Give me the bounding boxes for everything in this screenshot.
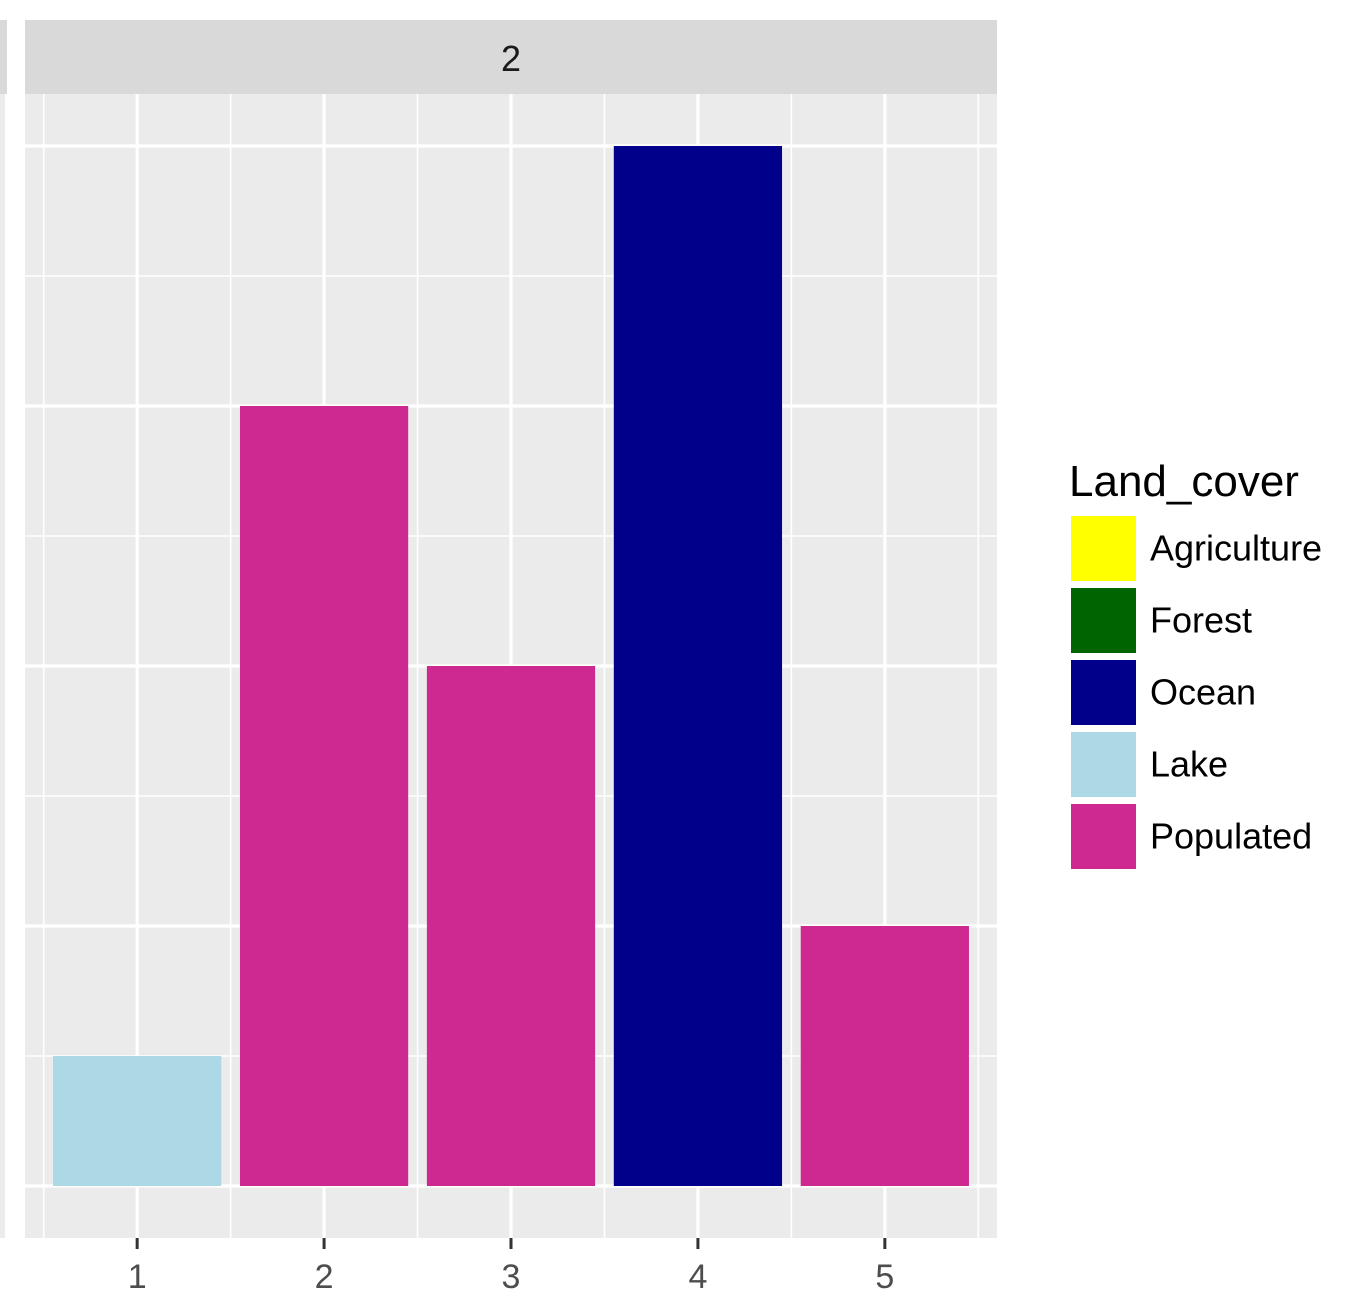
legend-key-lake — [1071, 732, 1136, 797]
legend-label: Populated — [1150, 816, 1312, 857]
x-tick-label: 4 — [688, 1258, 707, 1296]
x-axis: 1 2 3 4 5 — [128, 1238, 894, 1296]
legend-label: Lake — [1150, 744, 1228, 785]
x-tick-label: 3 — [502, 1258, 521, 1296]
x-tick-label: 1 — [128, 1258, 147, 1296]
bar-4 — [613, 146, 783, 1186]
facet-label: 2 — [501, 38, 521, 79]
x-tick-label: 2 — [315, 1258, 334, 1296]
legend-key-populated — [1071, 804, 1136, 869]
legend-key-ocean — [1071, 660, 1136, 725]
bar-1 — [53, 1056, 222, 1186]
legend-label: Forest — [1150, 600, 1252, 641]
legend-title: Land_cover — [1069, 457, 1299, 506]
bar-3 — [426, 666, 596, 1186]
facet-strip: 2 — [25, 20, 997, 94]
legend-label: Agriculture — [1150, 528, 1322, 569]
bar-5 — [800, 926, 969, 1186]
x-tick-label: 5 — [875, 1258, 894, 1296]
legend-label: Ocean — [1150, 672, 1256, 713]
legend: Land_cover Agriculture Forest Ocean Lake Pop… — [1069, 457, 1322, 869]
legend-key-agriculture — [1071, 516, 1136, 581]
bar-2 — [239, 406, 409, 1186]
legend-items: Agriculture Forest Ocean Lake Populated — [1071, 516, 1322, 869]
adjacent-facet-edge — [0, 20, 7, 1238]
legend-key-forest — [1071, 588, 1136, 653]
bars — [53, 146, 969, 1186]
